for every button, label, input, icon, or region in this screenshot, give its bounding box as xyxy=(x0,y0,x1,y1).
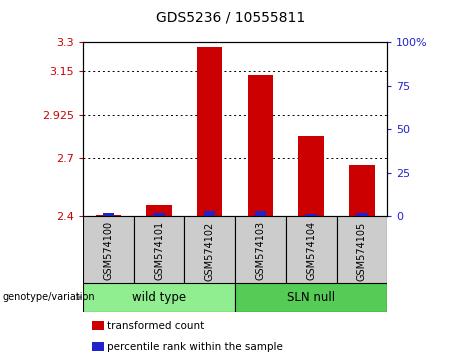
Text: SLN null: SLN null xyxy=(287,291,335,304)
Bar xyxy=(83,283,235,312)
Bar xyxy=(248,75,273,216)
Bar xyxy=(204,211,215,216)
Bar xyxy=(83,216,134,283)
Text: GDS5236 / 10555811: GDS5236 / 10555811 xyxy=(156,11,305,25)
Bar xyxy=(356,213,367,216)
Bar xyxy=(255,211,266,216)
Bar xyxy=(286,216,337,283)
Bar xyxy=(134,216,184,283)
Text: transformed count: transformed count xyxy=(107,321,205,331)
Bar xyxy=(154,213,165,216)
Text: genotype/variation: genotype/variation xyxy=(2,292,95,302)
Bar xyxy=(349,165,374,216)
Bar xyxy=(235,216,286,283)
Bar xyxy=(298,136,324,216)
Text: wild type: wild type xyxy=(132,291,186,304)
Text: GSM574101: GSM574101 xyxy=(154,221,164,280)
Text: GSM574102: GSM574102 xyxy=(205,221,215,281)
Bar xyxy=(146,205,171,216)
Text: GSM574104: GSM574104 xyxy=(306,221,316,280)
Bar xyxy=(235,283,387,312)
Text: percentile rank within the sample: percentile rank within the sample xyxy=(107,342,284,352)
Text: GSM574100: GSM574100 xyxy=(103,221,113,280)
Text: GSM574105: GSM574105 xyxy=(357,221,367,281)
Bar xyxy=(306,214,317,216)
Bar xyxy=(197,47,222,216)
Text: GSM574103: GSM574103 xyxy=(255,221,266,280)
Bar xyxy=(103,213,114,216)
Bar xyxy=(184,216,235,283)
Bar xyxy=(95,215,121,216)
Bar xyxy=(337,216,387,283)
